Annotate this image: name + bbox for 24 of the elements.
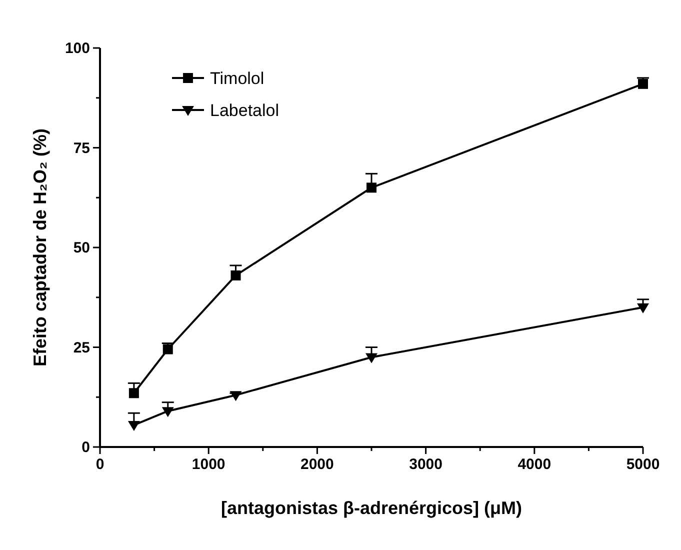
- x-axis-title: [antagonistas β-adrenérgicos] (μM): [220, 498, 522, 518]
- point: [230, 391, 242, 402]
- y-tick-label: 0: [82, 439, 90, 456]
- point: [366, 353, 378, 364]
- x-tick-label: 0: [96, 456, 104, 473]
- y-tick-label: 75: [73, 140, 90, 157]
- point: [637, 303, 649, 314]
- y-axis-title: Efeito captador de H₂O₂ (%): [30, 128, 50, 367]
- x-tick-label: 5000: [626, 456, 660, 473]
- point: [162, 344, 173, 354]
- y-tick-label: 25: [73, 339, 90, 356]
- y-tick-label: 50: [73, 240, 90, 256]
- legend-label: Labetalol: [210, 101, 280, 120]
- point: [128, 421, 140, 432]
- x-tick-label: 4000: [518, 456, 552, 473]
- legend-label: Timolol: [210, 69, 264, 88]
- x-tick-label: 2000: [300, 456, 334, 473]
- point: [230, 270, 241, 280]
- point: [128, 388, 139, 398]
- point: [162, 407, 174, 418]
- x-tick-label: 3000: [409, 456, 442, 473]
- x-tick-label: 1000: [192, 456, 226, 473]
- point: [366, 182, 376, 193]
- y-tick-label: 100: [64, 40, 90, 57]
